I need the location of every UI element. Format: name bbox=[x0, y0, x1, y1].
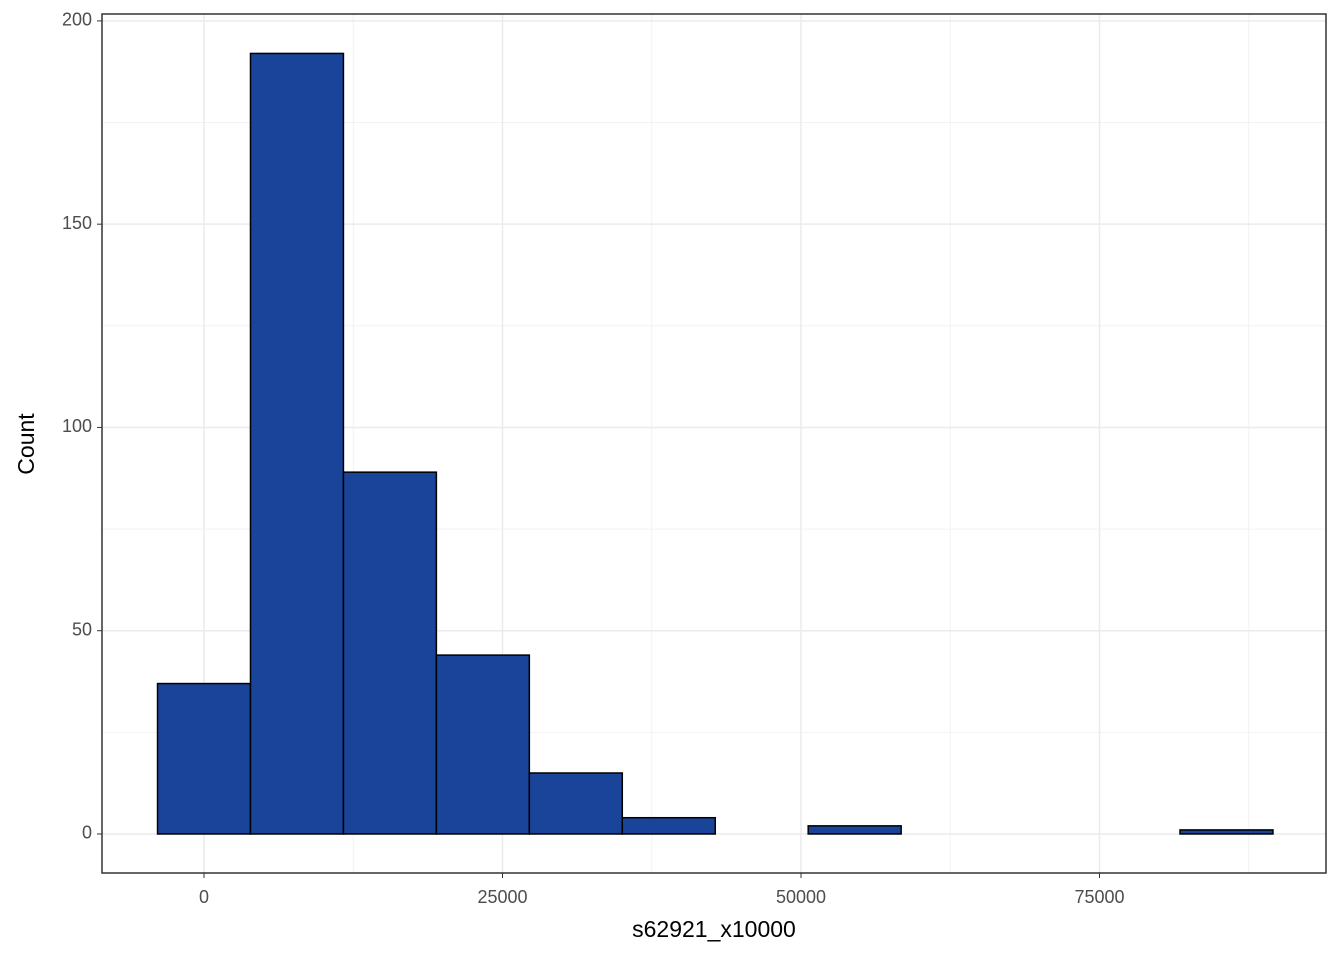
x-tick-label: 0 bbox=[199, 887, 209, 907]
bar bbox=[249, 52, 345, 835]
bar bbox=[342, 471, 438, 835]
bar bbox=[435, 654, 531, 835]
bar bbox=[621, 816, 716, 835]
bar bbox=[807, 825, 902, 835]
bar bbox=[1179, 829, 1274, 835]
y-tick-label: 0 bbox=[82, 823, 92, 843]
panel-border bbox=[101, 13, 1327, 874]
y-tick-label: 100 bbox=[62, 416, 92, 436]
bar bbox=[156, 682, 252, 835]
x-axis-title: s62921_x10000 bbox=[632, 916, 796, 942]
y-axis-title: Count bbox=[13, 413, 39, 475]
y-tick-label: 150 bbox=[62, 213, 92, 233]
bar bbox=[528, 772, 624, 835]
y-tick-label: 200 bbox=[62, 10, 92, 30]
x-tick-label: 25000 bbox=[477, 887, 527, 907]
x-tick-label: 75000 bbox=[1074, 887, 1124, 907]
y-tick-label: 50 bbox=[72, 619, 92, 639]
x-tick-label: 50000 bbox=[776, 887, 826, 907]
